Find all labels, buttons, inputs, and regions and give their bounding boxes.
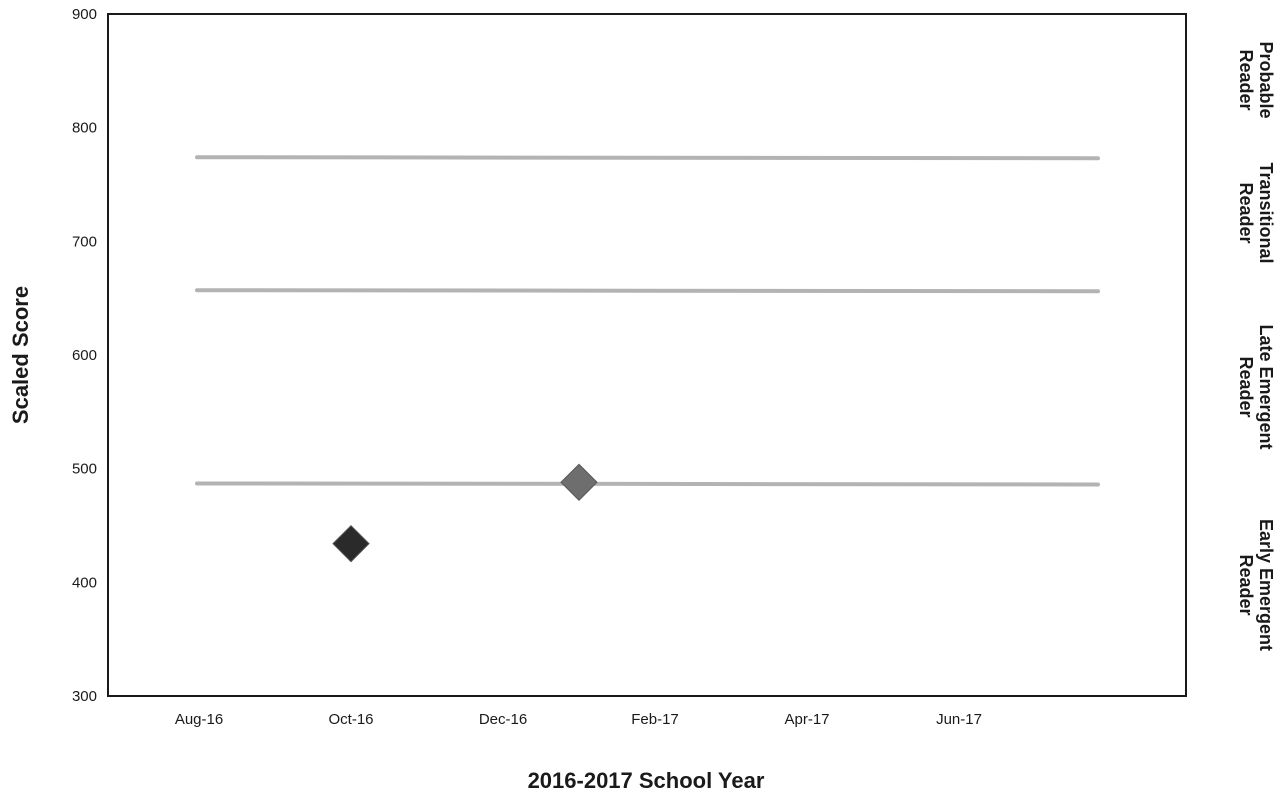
zone-label-line: Late Emergent bbox=[1256, 324, 1276, 449]
y-tick-label: 700 bbox=[72, 233, 97, 250]
y-tick-label: 300 bbox=[72, 688, 97, 705]
zone-label-line: Reader bbox=[1236, 356, 1256, 417]
x-tick-label: Jun-17 bbox=[936, 711, 982, 728]
threshold-line bbox=[195, 155, 1100, 161]
y-axis-ticks: 300 400 500 600 700 800 900 bbox=[72, 6, 97, 705]
x-tick-label: Aug-16 bbox=[175, 711, 223, 728]
data-point bbox=[560, 463, 598, 502]
threshold-line bbox=[195, 481, 1100, 487]
data-points bbox=[332, 463, 598, 563]
x-tick-label: Feb-17 bbox=[631, 711, 679, 728]
x-tick-label: Oct-16 bbox=[328, 711, 373, 728]
threshold-lines bbox=[195, 155, 1100, 487]
zone-label-line: Reader bbox=[1236, 554, 1256, 615]
threshold-line bbox=[195, 288, 1100, 294]
x-tick-label: Dec-16 bbox=[479, 711, 527, 728]
zone-label-line: Transitional bbox=[1256, 162, 1276, 263]
y-tick-label: 600 bbox=[72, 347, 97, 364]
x-axis-ticks: Aug-16 Oct-16 Dec-16 Feb-17 Apr-17 Jun-17 bbox=[175, 711, 982, 728]
data-point bbox=[332, 524, 370, 563]
zone-label-line: Reader bbox=[1236, 182, 1256, 243]
zone-label-line: Early Emergent bbox=[1256, 519, 1276, 651]
y-tick-label: 900 bbox=[72, 6, 97, 23]
x-axis-title: 2016-2017 School Year bbox=[528, 768, 765, 793]
zone-label-line: Reader bbox=[1236, 49, 1256, 110]
y-tick-label: 800 bbox=[72, 120, 97, 137]
plot-area bbox=[107, 13, 1187, 697]
x-tick-label: Apr-17 bbox=[784, 711, 829, 728]
zone-label-line: Probable bbox=[1256, 41, 1276, 118]
y-tick-label: 400 bbox=[72, 574, 97, 591]
y-tick-label: 500 bbox=[72, 461, 97, 478]
y-axis-title: Scaled Score bbox=[8, 286, 33, 424]
